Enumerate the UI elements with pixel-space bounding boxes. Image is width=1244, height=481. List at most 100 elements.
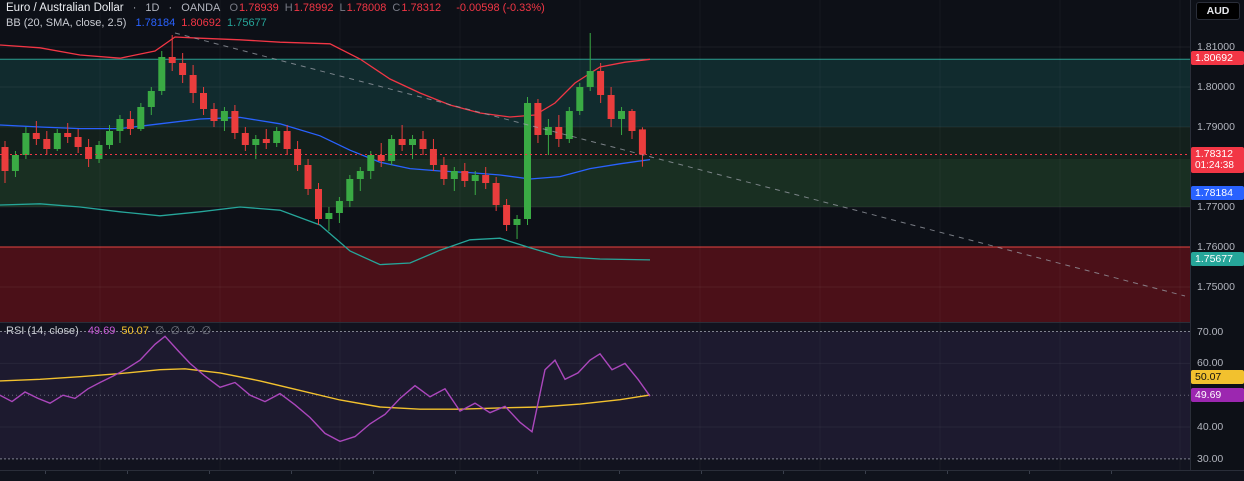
time-tick [1111,471,1112,474]
rsi-value: ∅ [154,325,165,337]
candle-body [607,95,615,119]
candle-body [638,129,646,155]
price-axis-label: 1.76000 [1197,241,1235,253]
price-axis-label: 1.75000 [1197,281,1235,293]
candle [11,151,19,177]
candle-body [492,183,500,205]
rsi-axis-label: 70.00 [1197,325,1224,338]
rsi-band-fill [0,331,1190,459]
symbol-legend: Euro / Australian Dollar · 1D · OANDA O1… [6,2,551,15]
ohlc-values: O1.78939 H1.78992 L1.78008 C1.78312 [229,2,447,14]
candle-body [283,131,291,149]
trendline-drawing[interactable] [174,32,1186,297]
time-axis[interactable] [0,470,1244,481]
candle-body [429,149,437,165]
candle-body [503,205,511,225]
timeframe-label[interactable]: 1D [145,2,160,14]
countdown-timer: 01:24:38 [1195,159,1234,171]
rsi-ma-axis-label: 50.07 [1191,369,1244,384]
time-tick [701,471,702,474]
candle-body [168,57,176,63]
bb-lower-axis-label: 1.75677 [1191,251,1244,266]
candle [43,131,51,155]
candle-body [1,147,9,171]
symbol-title[interactable]: Euro / Australian Dollar [6,2,124,14]
candle [106,125,113,149]
bb-values: 1.78184 1.80692 1.75677 [136,17,273,29]
mid-zone-lower[interactable] [0,159,1190,207]
candle [419,131,427,155]
rsi-axis-label: 40.00 [1197,421,1224,434]
candle [126,111,134,135]
candle [85,139,93,167]
candle-body [273,131,281,143]
candle [262,129,270,149]
rsi-values: 49.69 50.07 ∅ ∅ ∅ ∅ [88,325,217,337]
candle [137,103,145,131]
candle [524,97,531,225]
candle [388,135,396,165]
time-tick [865,471,866,474]
pane-separator[interactable] [0,322,1244,323]
main-price-chart[interactable] [0,0,1190,322]
candle [179,53,187,83]
rsi-value: ∅ [201,325,212,337]
candle-body [210,109,218,121]
rsi-indicator-pane[interactable] [0,322,1190,470]
candle-body [471,175,479,181]
candle [64,123,72,143]
candle-body [555,127,563,139]
candle-body [231,111,239,133]
candle-body [241,133,249,145]
support-zone[interactable] [0,247,1190,322]
candle [450,167,458,191]
candle [189,65,197,103]
candle-body [32,133,40,139]
legend-separator: · [132,2,137,14]
rsi-value: 49.69 [87,325,116,337]
candle [409,135,416,159]
candle-body [294,149,302,165]
price-axis[interactable]: AUD 1.81000 1.80000 1.79000 1.77000 1.76000 1… [1190,0,1244,470]
rsi-value: ∅ [186,325,196,337]
candle-body [628,111,636,131]
candle [346,175,354,207]
candle [220,107,228,131]
candle-body [440,165,448,179]
price-axis-label: 1.79000 [1197,121,1235,133]
candle-body [513,219,521,225]
candle-body [325,213,333,219]
candle [482,167,490,189]
candle-body [524,103,531,219]
candle-body [220,111,228,121]
candle [492,177,500,211]
candle-body [74,137,82,147]
candle-body [137,107,145,129]
rsi-indicator-label[interactable]: RSI (14, close) [6,325,79,337]
exchange-label[interactable]: OANDA [181,2,221,14]
candle-body [11,155,19,171]
rsi-axis-label: 60.00 [1197,357,1224,370]
time-tick [947,471,948,474]
candle-body [409,139,416,145]
candle [294,141,302,171]
candle [147,87,155,115]
bb-legend: BB (20, SMA, close, 2.5) 1.78184 1.80692 1… [6,17,279,30]
candle-body [461,171,469,181]
candle [597,63,605,103]
candle [210,103,218,127]
bb-value: 1.75677 [227,17,267,29]
bb-basis-axis-label: 1.78184 [1191,185,1244,200]
currency-toggle[interactable]: AUD [1196,2,1240,20]
candle [168,35,176,71]
candle-body [43,139,51,149]
candle-body [158,57,166,91]
bb-indicator-label[interactable]: BB (20, SMA, close, 2.5) [6,17,127,29]
candle [53,129,61,151]
price-axis-label: 1.81000 [1197,41,1235,53]
candle-body [304,165,312,189]
candle [503,199,511,231]
candle [461,163,469,187]
ohlc-letter: L [339,2,346,14]
mid-zone-upper[interactable] [0,127,1190,159]
